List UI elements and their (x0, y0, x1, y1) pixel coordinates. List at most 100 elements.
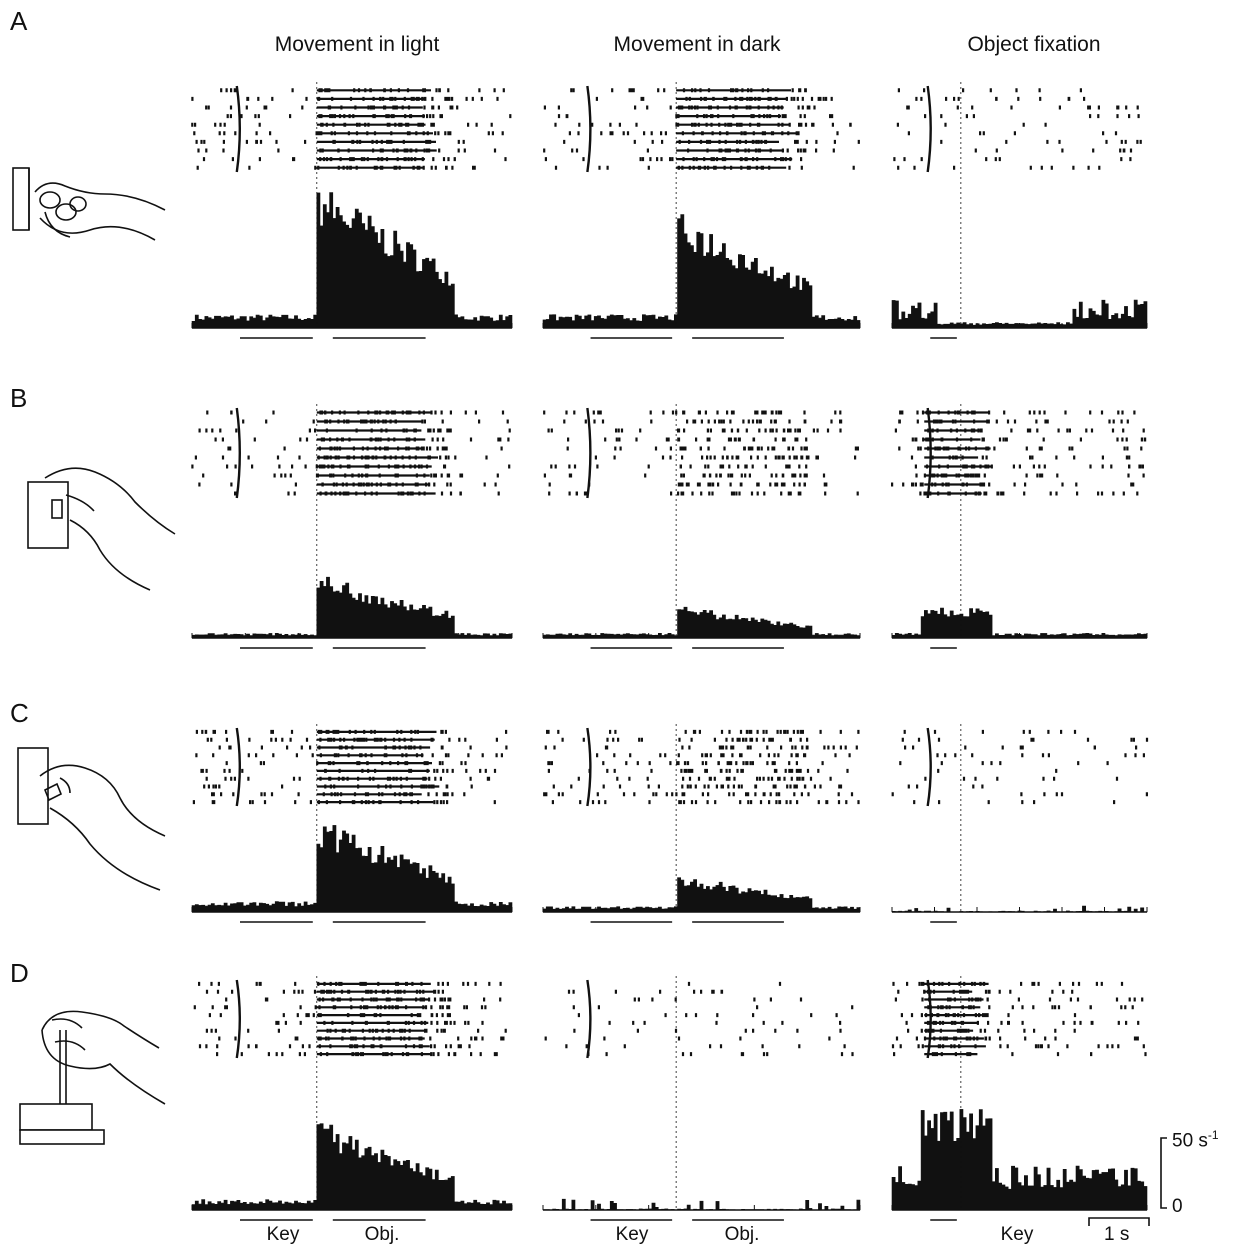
raster-trial (893, 1052, 1147, 1057)
raster-marker (586, 85, 592, 173)
raster-trial (913, 800, 1116, 805)
raster-trial (214, 437, 510, 442)
raster-trial (570, 88, 807, 93)
raster-trial (910, 455, 1131, 460)
raster-trial (573, 1028, 842, 1033)
raster-trial (218, 745, 508, 750)
raster-trial (206, 410, 505, 415)
raster-marker (926, 979, 932, 1059)
raster-trial (196, 165, 476, 170)
raster-trial (227, 446, 503, 451)
event-label-key-light: Key (266, 1224, 300, 1245)
histogram-bars (191, 825, 513, 913)
raster-trial (903, 729, 1077, 734)
raster-trial (891, 1044, 1145, 1049)
raster-trial (543, 105, 816, 110)
raster-trial (891, 482, 1135, 487)
raster-trial (198, 482, 497, 487)
raster-marker (926, 85, 932, 173)
raster-trial (915, 473, 1145, 478)
raster-trial (897, 88, 1082, 93)
row-label-d: D (10, 958, 29, 988)
raster-trial (919, 491, 1139, 496)
raster-trial (225, 997, 502, 1002)
raster-trial (577, 776, 832, 781)
raster-trial (218, 1036, 505, 1041)
raster-trial (195, 729, 508, 734)
raster-trial (554, 165, 855, 170)
raster-trial (205, 1028, 507, 1033)
event-label-obj-dark: Obj. (724, 1224, 760, 1245)
raster-trial (205, 105, 459, 110)
raster-trial (891, 792, 1148, 797)
raster-trial (633, 997, 803, 1002)
raster-trial (211, 792, 466, 797)
column-title-fixation: Object fixation (967, 33, 1101, 56)
raster-trial (595, 96, 833, 101)
time-scale-label: 1 s (1104, 1224, 1130, 1245)
row-label-b: B (10, 383, 28, 413)
raster-trial (894, 997, 1144, 1002)
histogram-bars (891, 607, 1148, 639)
raster-marker (235, 407, 241, 499)
column-title-light: Movement in light (274, 33, 440, 56)
raster-trial (275, 1020, 484, 1025)
rate-scale-zero: 0 (1172, 1196, 1183, 1217)
raster-trial (191, 96, 499, 101)
raster-trial (195, 753, 503, 758)
raster-trial (561, 737, 809, 742)
histogram-bars (891, 1109, 1148, 1211)
raster-trial (924, 114, 1140, 119)
raster-trial (547, 768, 849, 773)
raster-trial (937, 768, 1058, 773)
raster-trial (898, 419, 1129, 424)
raster-trial (543, 410, 842, 415)
raster-trial (687, 981, 782, 986)
histogram-bars (542, 606, 861, 639)
raster-trial (551, 800, 860, 805)
raster-trial (543, 473, 826, 478)
rate-scale-bar (1160, 1137, 1167, 1209)
raster-trial (940, 139, 1142, 144)
raster-trial (195, 139, 465, 144)
raster-trial (898, 446, 1143, 451)
raster-trial (901, 737, 1149, 742)
raster-marker (926, 727, 932, 807)
event-label-key-fixation: Key (1000, 1224, 1034, 1245)
raster-trial (907, 131, 1118, 136)
raster-trial (192, 800, 496, 805)
raster-trial (546, 729, 860, 734)
raster-marker (235, 85, 241, 173)
histogram-bars (891, 299, 1148, 329)
raster-trial (893, 157, 1132, 162)
histogram-bars (191, 192, 513, 329)
raster-trial (202, 157, 507, 162)
raster-marker (926, 407, 932, 499)
raster-trial (565, 1044, 846, 1049)
raster-trial (907, 784, 984, 789)
raster-trial (577, 1013, 838, 1018)
raster-trial (198, 1044, 471, 1049)
raster-trial (206, 737, 498, 742)
raster-trial (208, 1013, 451, 1018)
raster-trial (225, 761, 467, 766)
raster-trial (974, 148, 1133, 153)
raster-trial (193, 1005, 487, 1010)
raster-trial (906, 105, 1139, 110)
raster-trial (242, 419, 509, 424)
raster-trial (904, 745, 1138, 750)
raster-trial (924, 776, 1119, 781)
raster-trial (594, 455, 857, 460)
histogram-bars (542, 214, 861, 329)
histogram-bars (191, 1123, 513, 1211)
raster-trial (608, 1020, 842, 1025)
raster-marker (586, 407, 592, 499)
raster-marker (586, 979, 592, 1059)
histogram-bars (891, 905, 1148, 913)
raster-trial (587, 1052, 854, 1057)
raster-trial (566, 446, 859, 451)
raster-trial (198, 428, 511, 433)
raster-trial (905, 1020, 1140, 1025)
raster-trial (197, 148, 497, 153)
